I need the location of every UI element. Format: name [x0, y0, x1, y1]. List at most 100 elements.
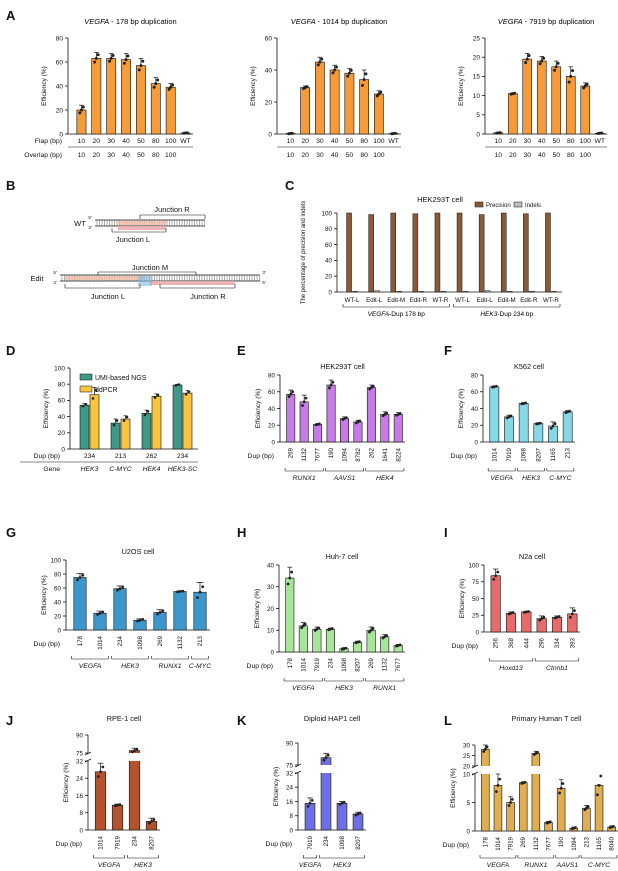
data-point [133, 749, 136, 752]
bar [380, 414, 390, 443]
data-point [156, 612, 159, 616]
group-label: HEK3-Dup 234 bp [480, 311, 533, 318]
data-point [84, 402, 88, 406]
y-tick-label: 15 [473, 74, 481, 81]
y-axis-label: Efficiency (%) [458, 389, 465, 429]
group-label: VEGFA [98, 862, 121, 869]
y-tick-label: 20 [325, 274, 333, 281]
data-point [599, 774, 603, 778]
bar-break-gap [480, 766, 491, 774]
data-point [109, 56, 113, 60]
y-axis-label: Efficiency (%) [450, 768, 457, 808]
bar [565, 76, 576, 135]
y-tick-label: 0 [79, 827, 83, 834]
panel-letter-A: A [6, 8, 16, 23]
bar [298, 625, 308, 653]
data-point [93, 60, 97, 64]
y-tick-label: 8 [79, 810, 83, 817]
x-tick-label: 178 [287, 657, 294, 668]
x-tick-label: WT [594, 138, 605, 145]
data-point [302, 400, 306, 404]
y-tick-label: 60 [265, 35, 273, 42]
group-label: VEGFA [292, 685, 315, 692]
row-label-gene: Gene [43, 466, 60, 473]
overlap-label: 100 [580, 152, 592, 159]
panel-letter-H: H [237, 525, 246, 540]
group-label: HEK3 [134, 862, 152, 869]
y-tick-label: 20 [265, 99, 273, 106]
data-point [569, 615, 572, 619]
y-tick-label: 0 [289, 827, 293, 834]
title-gene: VEGFA [84, 17, 109, 26]
x-tick-label: 7919 [307, 835, 314, 849]
group-label: HEK3 [522, 475, 540, 482]
x-tick-label: Edit-L [366, 297, 383, 304]
x-tick-label: 1165 [596, 836, 603, 850]
legend-precision: Precision [486, 203, 511, 209]
axis-break [294, 770, 302, 775]
y-tick-label: 40 [265, 67, 273, 74]
y-tick-label: 30 [267, 584, 275, 591]
dup-label: 213 [115, 453, 127, 460]
group-label: RUNX1 [524, 862, 547, 869]
junction-l-label: Junction L [116, 235, 150, 244]
overlap-label: 20 [509, 152, 517, 159]
x-tick-label: Edit-R [520, 297, 538, 304]
y-axis-label: The percentage of precision and indels [301, 201, 307, 304]
data-point [108, 59, 112, 63]
strand-label: 5' [88, 215, 92, 220]
junction-r-label: Junction R [154, 205, 190, 214]
y-tick-label: 25 [473, 35, 481, 42]
data-point [509, 414, 513, 418]
y-tick-label: 0 [475, 629, 479, 636]
bar [285, 577, 295, 653]
data-point [498, 131, 502, 135]
chart-title: Primary Human T cell [512, 714, 582, 723]
data-point [91, 397, 95, 400]
x-tick-label: 1014 [300, 657, 307, 671]
x-tick-label: 20 [509, 138, 517, 145]
data-point [551, 424, 555, 428]
chart-I: 0 25 50 75 100 Efficiency (%) N2a cell 256 368 44… [452, 552, 580, 672]
legend-umi: UMI-based NGS [95, 375, 147, 382]
bar [313, 424, 323, 443]
panel-letter-D: D [6, 343, 15, 358]
y-tick-label: 90 [76, 732, 84, 739]
data-point [318, 60, 322, 64]
y-tick-label: 60 [268, 389, 276, 396]
bar [91, 58, 102, 135]
data-point [377, 92, 381, 96]
chart-title: Huh-7 cell [326, 552, 359, 561]
data-point [334, 65, 338, 69]
data-point [300, 626, 304, 630]
data-point [538, 618, 542, 622]
overlap-label: 20 [93, 152, 101, 159]
data-point [368, 630, 371, 634]
x-tick-label: 1094 [571, 836, 578, 850]
group-label: C-MYC [588, 862, 610, 869]
x-tick-label: 1165 [550, 447, 557, 461]
x-tick-label: 30 [316, 138, 324, 145]
x-tick-label: 8207 [355, 657, 362, 671]
x-tick-label: 1094 [342, 447, 349, 461]
data-point [538, 62, 542, 66]
data-point [558, 791, 561, 795]
y-tick-label: 30 [463, 742, 471, 749]
y-tick-label: 10 [267, 628, 275, 635]
data-point [356, 812, 360, 816]
bar [340, 418, 349, 443]
data-point [167, 87, 171, 91]
y-axis-label: Efficiency (%) [458, 66, 465, 106]
y-tick-label: 32 [76, 758, 84, 765]
data-point [554, 65, 558, 69]
group-label: Ctnnb1 [546, 665, 568, 672]
y-tick-label: 0 [474, 439, 478, 446]
wt-label: WT [74, 219, 86, 228]
data-point [393, 131, 397, 135]
y-tick-label: 80 [54, 571, 62, 578]
data-point [362, 78, 366, 82]
x-tick-label: 30 [107, 138, 115, 145]
y-tick-label: 100 [54, 365, 65, 372]
data-point [320, 57, 324, 61]
